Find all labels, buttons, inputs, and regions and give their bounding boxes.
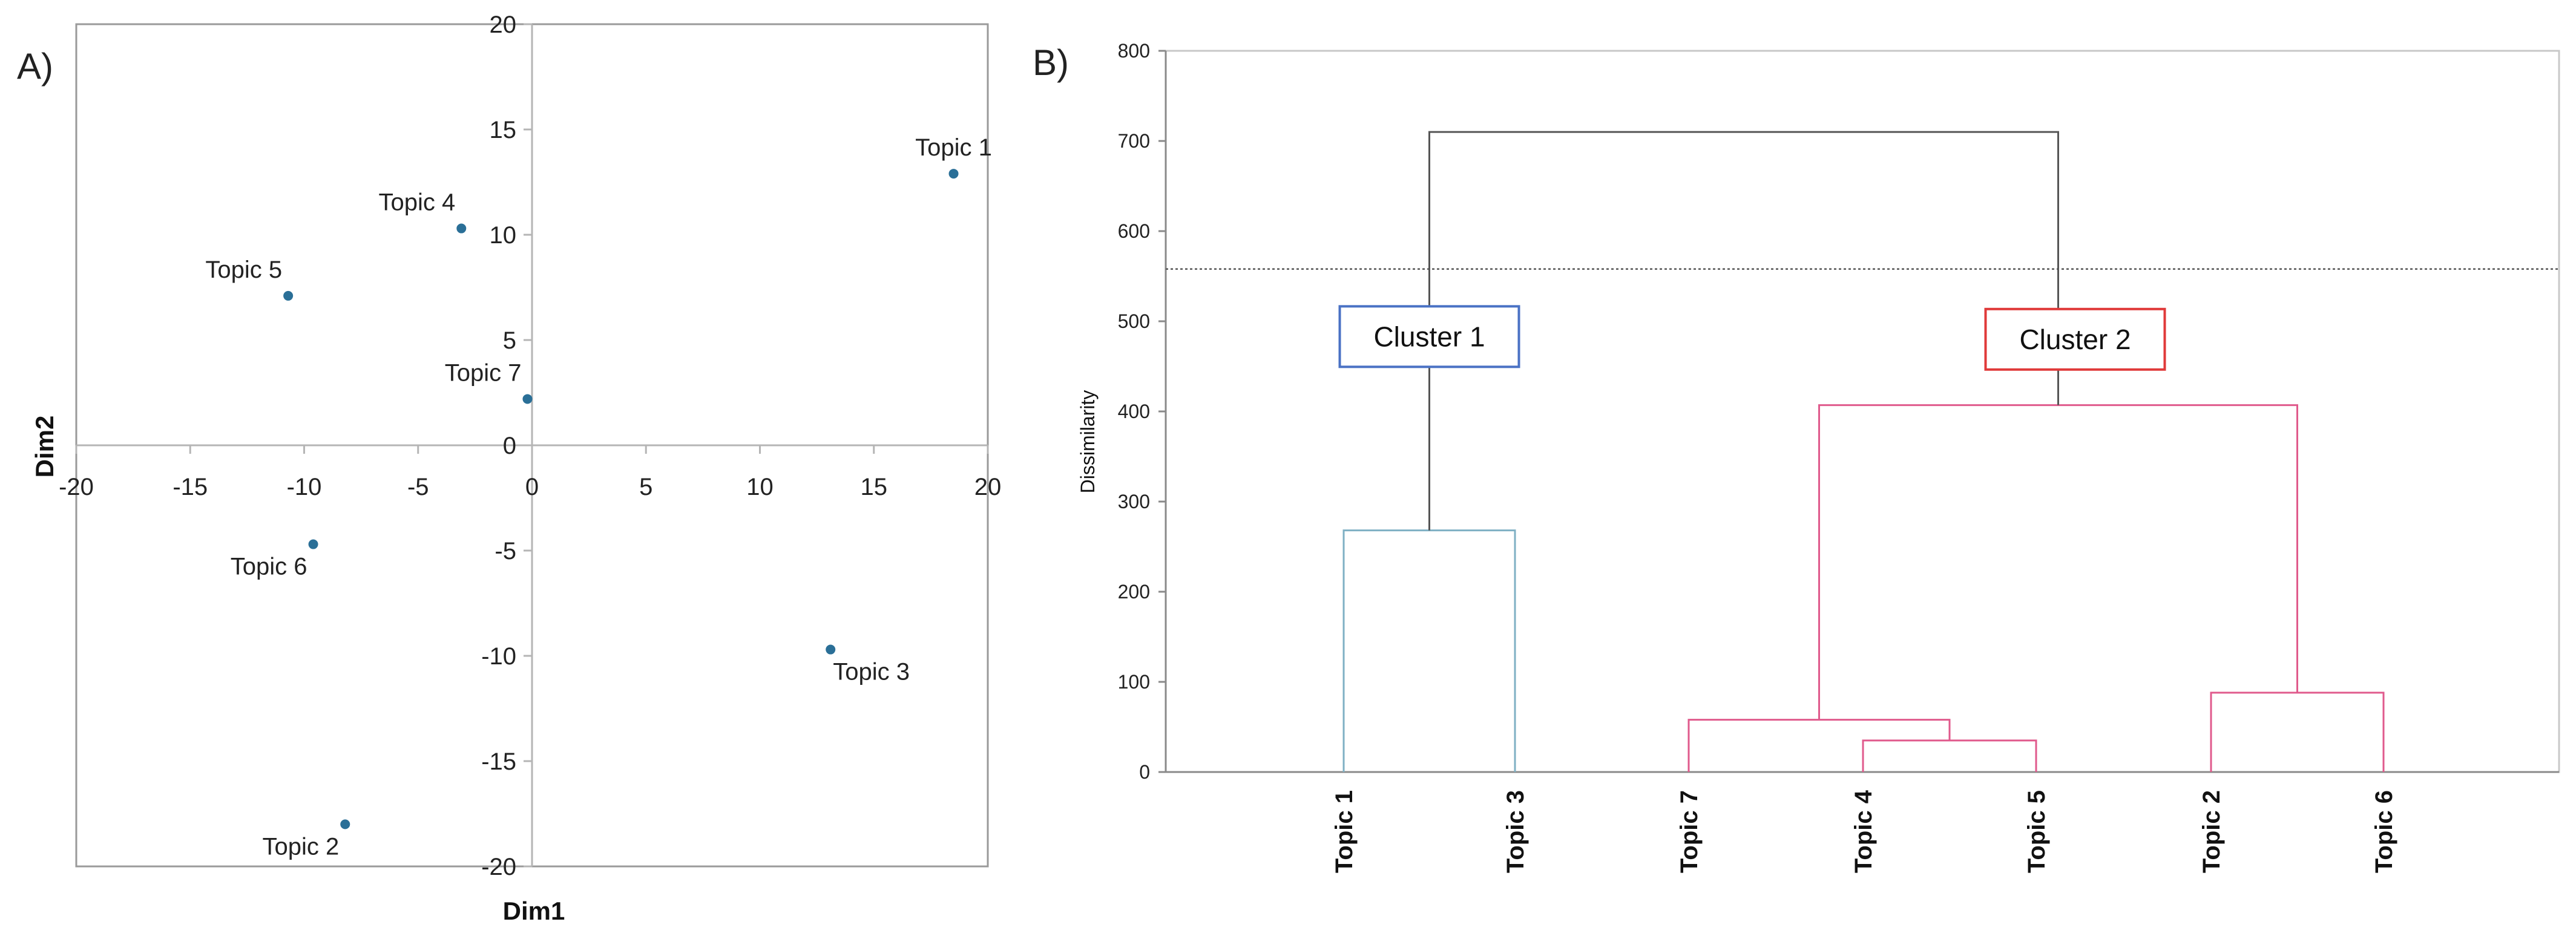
x-tick-label: -10 bbox=[287, 474, 322, 500]
y-tick-label: 500 bbox=[1118, 310, 1150, 332]
y-tick-label: 5 bbox=[503, 327, 516, 354]
y-tick-label: 10 bbox=[490, 222, 517, 249]
y-tick-label: 0 bbox=[1139, 761, 1150, 783]
merge-topic7-cluster45 bbox=[1687, 719, 1951, 772]
y-axis-label-dissimilarity: Dissimilarity bbox=[1077, 390, 1099, 494]
cluster-2-label: Cluster 2 bbox=[2019, 324, 2131, 355]
cluster-1-box bbox=[1338, 305, 1520, 368]
point-label-topic-1: Topic 1 bbox=[915, 134, 992, 161]
merge-topic4-topic5 bbox=[1862, 739, 2037, 772]
x-tick-label: 20 bbox=[974, 474, 1002, 500]
plot-frame bbox=[1165, 50, 2560, 773]
y-tick-label: 100 bbox=[1118, 671, 1150, 693]
point-label-topic-6: Topic 6 bbox=[231, 554, 307, 580]
merge-root bbox=[1428, 131, 2059, 531]
merge-topic1-topic3 bbox=[1342, 529, 1516, 772]
cluster-1-label: Cluster 1 bbox=[1373, 321, 1485, 352]
scatter-plot-area: -20 -15 -10 -5 0 5 10 15 20 20 15 10 5 0 -5 -10 -15 -20 To… bbox=[59, 11, 1001, 880]
merge-cluster2 bbox=[1818, 404, 2298, 720]
leaf-label-topic-1: Topic 1 bbox=[1331, 790, 1358, 873]
x-axis-label: Dim1 bbox=[503, 897, 565, 925]
dendrogram-plot-area: 0 100 200 300 400 500 600 700 800 Topic 1 Topic 3 T… bbox=[1118, 40, 2560, 873]
leaf-label-topic-5: Topic 5 bbox=[2023, 790, 2050, 873]
x-tick-label: -5 bbox=[407, 474, 429, 500]
dendrogram-panel: B) Dissimilarity 0 100 200 300 400 500 600 700 8… bbox=[1033, 40, 2560, 873]
point-label-topic-3: Topic 3 bbox=[833, 659, 910, 685]
y-tick-label: 200 bbox=[1118, 581, 1150, 603]
leaf-label-topic-6: Topic 6 bbox=[2371, 790, 2397, 873]
y-axis-label: Dim2 bbox=[30, 416, 59, 478]
x-tick-label: 0 bbox=[525, 474, 539, 500]
y-tick-label: 700 bbox=[1118, 130, 1150, 152]
leaf-label-topic-4: Topic 4 bbox=[1850, 790, 1877, 873]
point-topic-2 bbox=[340, 819, 350, 829]
y-tick-label: 300 bbox=[1118, 491, 1150, 512]
y-tick-label: 800 bbox=[1118, 40, 1150, 62]
merge-topic2-topic6 bbox=[2210, 692, 2385, 772]
x-tick-label: 15 bbox=[861, 474, 888, 500]
leaf-label-topic-2: Topic 2 bbox=[2198, 790, 2225, 873]
y-tick-label: 0 bbox=[503, 433, 516, 459]
y-tick-label: 400 bbox=[1118, 401, 1150, 422]
y-tick-label: 15 bbox=[490, 117, 517, 143]
y-tick-label: -20 bbox=[481, 854, 516, 880]
y-tick-label: 600 bbox=[1118, 220, 1150, 242]
point-topic-4 bbox=[456, 223, 467, 234]
point-label-topic-7: Topic 7 bbox=[445, 359, 522, 386]
leaf-label-topic-7: Topic 7 bbox=[1676, 790, 1703, 873]
scatter-panel: A) Dim1 Dim2 -20 -15 -10 -5 0 5 10 15 20 20 15 10 5 0… bbox=[17, 11, 1001, 925]
y-tick-label: -15 bbox=[481, 748, 516, 775]
point-topic-1 bbox=[948, 169, 959, 179]
x-tick-label: 5 bbox=[639, 474, 652, 500]
point-topic-5 bbox=[283, 290, 294, 301]
leaf-label-topic-3: Topic 3 bbox=[1502, 790, 1529, 873]
x-tick-label: -15 bbox=[172, 474, 208, 500]
point-label-topic-4: Topic 4 bbox=[379, 189, 456, 216]
point-label-topic-5: Topic 5 bbox=[205, 257, 282, 283]
y-tick-label: -10 bbox=[481, 643, 516, 670]
point-label-topic-2: Topic 2 bbox=[263, 833, 340, 860]
y-tick-label: 20 bbox=[490, 11, 517, 38]
panel-label-a: A) bbox=[17, 46, 53, 87]
y-tick-label: -5 bbox=[494, 538, 516, 564]
x-tick-label: -20 bbox=[59, 474, 94, 500]
x-tick-label: 10 bbox=[746, 474, 774, 500]
point-topic-7 bbox=[522, 394, 533, 404]
cluster-2-box bbox=[1984, 307, 2166, 371]
panel-label-b: B) bbox=[1033, 42, 1069, 83]
point-topic-3 bbox=[826, 644, 836, 655]
point-topic-6 bbox=[308, 539, 318, 549]
